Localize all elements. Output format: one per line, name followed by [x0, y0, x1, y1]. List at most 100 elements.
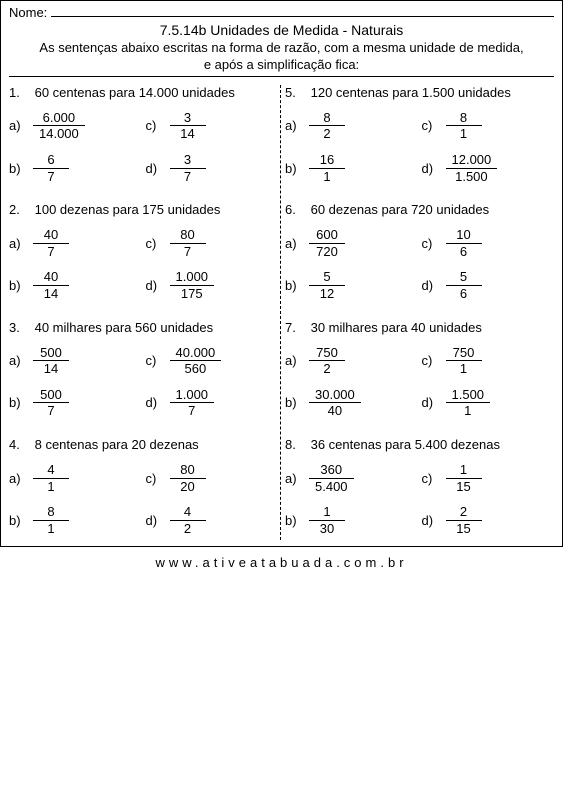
fraction-numerator: 5 [309, 269, 345, 286]
question-prompt: 60 dezenas para 720 unidades [307, 202, 489, 217]
option-label: a) [285, 118, 301, 133]
option[interactable]: d)1.000175 [146, 269, 279, 301]
fraction-numerator: 6 [33, 152, 69, 169]
question-prompt: 36 centenas para 5.400 dezenas [307, 437, 500, 452]
option-label: d) [146, 513, 162, 528]
option[interactable]: d)37 [146, 152, 279, 184]
option[interactable]: d)12.0001.500 [422, 152, 555, 184]
question-text: 7. 30 milhares para 40 unidades [285, 320, 554, 335]
fraction-denominator: 1 [446, 126, 482, 142]
option[interactable]: a) 82 [285, 110, 418, 142]
fraction-denominator: 15 [446, 479, 482, 495]
option[interactable]: d)215 [422, 504, 555, 536]
fraction-denominator: 720 [309, 244, 345, 260]
option[interactable]: c)106 [422, 227, 555, 259]
fraction-denominator: 15 [446, 521, 482, 537]
question-block: 1. 60 centenas para 14.000 unidadesa)6.0… [9, 85, 278, 184]
question-prompt: 30 milhares para 40 unidades [307, 320, 482, 335]
fraction: 1.000175 [170, 269, 215, 301]
option[interactable]: a) 3605.400 [285, 462, 418, 494]
option[interactable]: b)30.00040 [285, 387, 418, 419]
option[interactable]: a)600720 [285, 227, 418, 259]
fraction-denominator: 6 [446, 244, 482, 260]
fraction-numerator: 600 [309, 227, 345, 244]
options-grid: a)41b)81c)8020d)42 [9, 462, 278, 536]
fraction: 67 [33, 152, 69, 184]
fraction: 41 [33, 462, 69, 494]
fraction-denominator: 1 [309, 169, 345, 185]
option[interactable]: b)512 [285, 269, 418, 301]
option[interactable]: a)6.00014.000 [9, 110, 142, 142]
option[interactable]: c)7501 [422, 345, 555, 377]
fraction: 6.00014.000 [33, 110, 85, 142]
fraction-numerator: 8 [309, 110, 345, 127]
question-text: 6. 60 dezenas para 720 unidades [285, 202, 554, 217]
fraction-numerator: 10 [446, 227, 482, 244]
question-prompt: 60 centenas para 14.000 unidades [31, 85, 235, 100]
fraction-numerator: 12.000 [446, 152, 498, 169]
option[interactable]: c)314 [146, 110, 279, 142]
question-block: 4. 8 centenas para 20 dezenas a) 41 b)81 c) 8… [9, 437, 278, 536]
option-label: a) [9, 353, 25, 368]
fraction-numerator: 1.000 [170, 269, 215, 286]
option[interactable]: d)42 [146, 504, 279, 536]
fraction-denominator: 1 [446, 403, 491, 419]
option[interactable]: a)50014 [9, 345, 142, 377]
fraction-numerator: 6.000 [33, 110, 85, 127]
option[interactable]: d)1.0007 [146, 387, 279, 419]
option[interactable]: c)807 [146, 227, 279, 259]
option[interactable]: b)130 [285, 504, 418, 536]
option[interactable]: b)67 [9, 152, 142, 184]
fraction-numerator: 80 [170, 227, 206, 244]
option[interactable]: d)56 [422, 269, 555, 301]
option-label: d) [422, 395, 438, 410]
question-block: 6. 60 dezenas para 720 unidades a)600720 b… [285, 202, 554, 301]
option[interactable]: b)5007 [9, 387, 142, 419]
question-text: 2. 100 dezenas para 175 unidades [9, 202, 278, 217]
option[interactable]: c)40.000560 [146, 345, 279, 377]
name-field[interactable]: Nome: [9, 5, 554, 20]
option-label: d) [422, 513, 438, 528]
option-label: c) [146, 471, 162, 486]
option-label: b) [285, 278, 301, 293]
option-label: a) [285, 471, 301, 486]
fraction-numerator: 30.000 [309, 387, 361, 404]
fraction: 161 [309, 152, 345, 184]
fraction-numerator: 8 [33, 504, 69, 521]
option[interactable]: c)8020 [146, 462, 279, 494]
option-label: c) [422, 118, 438, 133]
option[interactable]: a) 41 [9, 462, 142, 494]
question-number: 7. [285, 320, 307, 335]
option[interactable]: b) 161 [285, 152, 418, 184]
fraction: 314 [170, 110, 206, 142]
fraction-numerator: 4 [170, 504, 206, 521]
question-number: 4. [9, 437, 31, 452]
fraction-numerator: 80 [170, 462, 206, 479]
option[interactable]: a)407 [9, 227, 142, 259]
fraction: 3605.400 [309, 462, 354, 494]
fraction-numerator: 40 [33, 269, 69, 286]
page-title: 7.5.14b Unidades de Medida - Naturais [9, 22, 554, 38]
fraction: 4014 [33, 269, 69, 301]
option[interactable]: c) 81 [422, 110, 555, 142]
option-label: b) [285, 161, 301, 176]
question-number: 2. [9, 202, 31, 217]
option-label: a) [9, 471, 25, 486]
question-number: 5. [285, 85, 307, 100]
option[interactable]: b)4014 [9, 269, 142, 301]
fraction-denominator: 7 [33, 403, 69, 419]
question-text: 3. 40 milhares para 560 unidades [9, 320, 278, 335]
question-prompt: 120 centenas para 1.500 unidades [307, 85, 511, 100]
instructions-line2: e após a simplificação fica: [204, 57, 359, 72]
option[interactable]: a)7502 [285, 345, 418, 377]
option[interactable]: b)81 [9, 504, 142, 536]
column-left: 1. 60 centenas para 14.000 unidadesa)6.0… [9, 85, 281, 541]
option[interactable]: c)115 [422, 462, 555, 494]
fraction: 81 [446, 110, 482, 142]
fraction-denominator: 14.000 [33, 126, 85, 142]
name-label: Nome: [9, 5, 47, 20]
question-prompt: 8 centenas para 20 dezenas [31, 437, 199, 452]
option-label: d) [146, 161, 162, 176]
fraction: 82 [309, 110, 345, 142]
option[interactable]: d)1.5001 [422, 387, 555, 419]
